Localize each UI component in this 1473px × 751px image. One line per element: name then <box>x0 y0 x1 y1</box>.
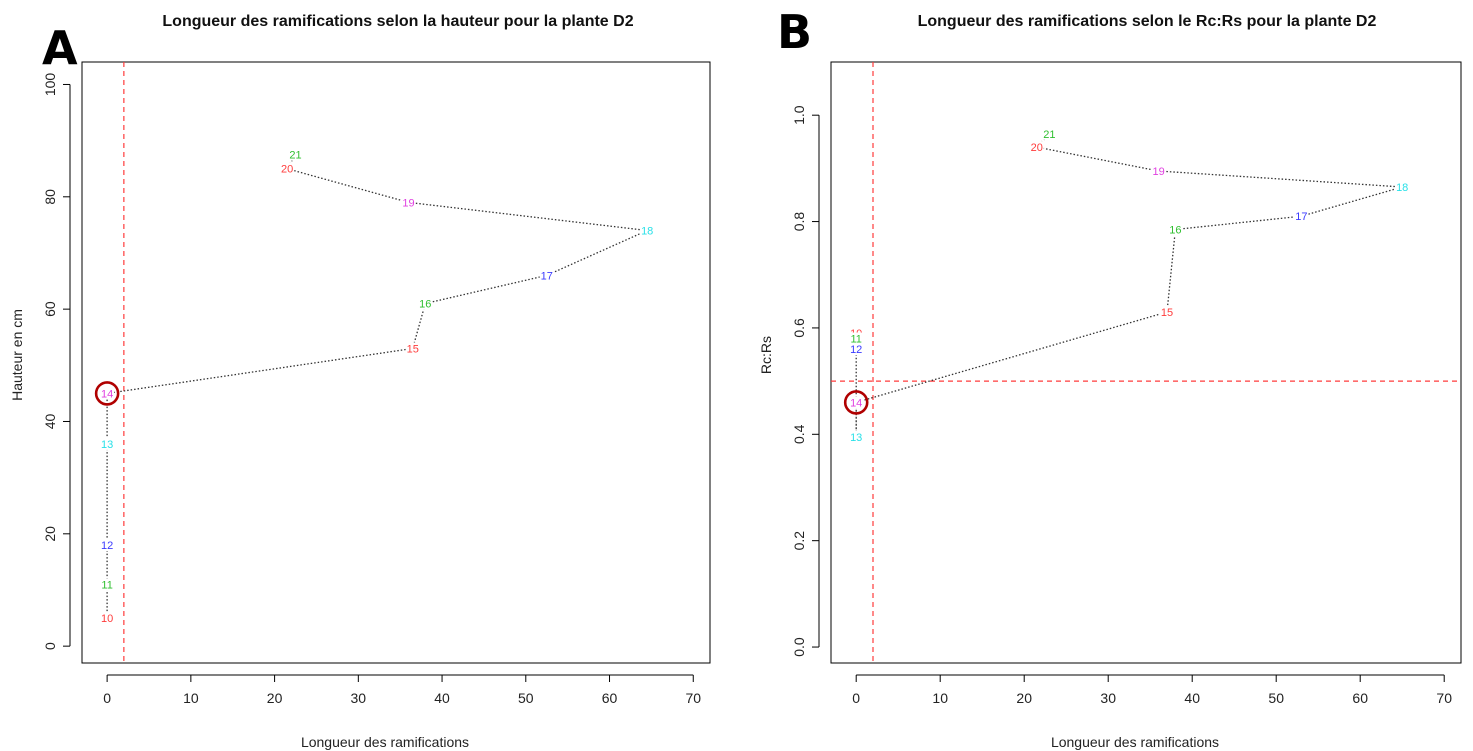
chart-b-point-label-20: 20 <box>1031 142 1043 154</box>
chart-a-point-bg-12 <box>100 539 115 552</box>
chart-a-point-label-20: 20 <box>281 164 293 176</box>
chart-a-y-tick-label-3: 60 <box>42 301 58 317</box>
chart-a-title: Longueur des ramifications selon la haut… <box>162 13 633 30</box>
chart-a-point-bg-13 <box>100 437 115 450</box>
chart-a-xlabel: Longueur des ramifications <box>301 734 469 750</box>
chart-b-point-label-11: 11 <box>850 334 861 346</box>
chart-panel-b: B Longueur des ramifications selon le Rc… <box>737 0 1473 751</box>
chart-b-svg: B Longueur des ramifications selon le Rc… <box>758 5 1462 750</box>
chart-a-point-bg-15 <box>405 342 420 355</box>
chart-a-plot-frame <box>81 61 711 664</box>
chart-b-point-bg-16 <box>1168 223 1183 236</box>
chart-a-point-label-10: 10 <box>101 613 113 625</box>
chart-a-x-tick-label-3: 30 <box>351 690 367 706</box>
chart-a-point-bg-14 <box>100 387 115 400</box>
chart-b-x-tick-label-6: 60 <box>1352 690 1368 706</box>
chart-a-x-tick-label-4: 40 <box>434 690 450 706</box>
chart-a-y-tick-label-5: 100 <box>42 73 58 97</box>
chart-b-y-tick-label-0: 0.0 <box>791 637 807 657</box>
chart-b-point-label-19: 19 <box>1152 166 1164 178</box>
chart-a-point-label-17: 17 <box>541 270 553 282</box>
chart-b-title: Longueur des ramifications selon le Rc:R… <box>918 13 1377 30</box>
chart-a-x-tick-label-5: 50 <box>518 690 534 706</box>
chart-b-point-label-12: 12 <box>850 344 862 356</box>
chart-b-point-label-18: 18 <box>1396 182 1408 194</box>
chart-b-y-tick-label-5: 1.0 <box>791 105 807 125</box>
chart-a-x-tick-label-2: 20 <box>267 690 283 706</box>
chart-a-series-line <box>106 154 650 619</box>
chart-a-point-label-12: 12 <box>101 540 113 552</box>
chart-a-x-tick-label-6: 60 <box>602 690 618 706</box>
chart-a-x-tick-label-0: 0 <box>103 690 111 706</box>
chart-b-point-bg-20 <box>1029 141 1044 154</box>
chart-b-x-tick-label-5: 50 <box>1268 690 1284 706</box>
chart-a-point-bg-18 <box>640 224 655 237</box>
chart-a-point-bg-10 <box>100 612 115 625</box>
chart-b-point-bg-12 <box>849 343 864 356</box>
chart-b-x-tick-label-1: 10 <box>932 690 948 706</box>
chart-b-point-bg-19 <box>1151 165 1166 178</box>
chart-b-point-bg-11 <box>849 332 864 345</box>
chart-a-point-label-13: 13 <box>101 439 113 451</box>
chart-a-x-tick-label-7: 70 <box>685 690 701 706</box>
chart-panel-a: A Longueur des ramifications selon la ha… <box>0 0 736 751</box>
chart-b-point-label-21: 21 <box>1043 129 1055 141</box>
chart-a-point-label-16: 16 <box>419 299 431 311</box>
chart-a-point-bg-19 <box>401 196 416 209</box>
chart-b-point-bg-21 <box>1042 127 1057 140</box>
chart-b-x-tick-label-3: 30 <box>1100 690 1116 706</box>
chart-b-y-tick-label-3: 0.6 <box>791 318 807 338</box>
chart-a-svg: A Longueur des ramifications selon la ha… <box>9 13 711 750</box>
chart-b-point-bg-18 <box>1395 180 1410 193</box>
chart-a-x-tick-label-1: 10 <box>183 690 199 706</box>
chart-b-x-tick-label-0: 0 <box>852 690 860 706</box>
chart-a-ylabel: Hauteur en cm <box>9 309 25 401</box>
chart-b-point-bg-17 <box>1294 210 1309 223</box>
panel-letter-a: A <box>42 21 78 75</box>
chart-b-xlabel: Longueur des ramifications <box>1051 734 1219 750</box>
chart-b-point-bg-14 <box>849 396 864 409</box>
chart-b-point-bg-15 <box>1160 305 1174 318</box>
chart-a-point-label-18: 18 <box>641 226 653 238</box>
chart-a-point-bg-21 <box>288 148 303 161</box>
chart-a-highlight-circle <box>94 381 120 406</box>
chart-b-point-label-14: 14 <box>850 397 862 409</box>
chart-a-y-tick-label-1: 20 <box>42 526 58 542</box>
chart-a-point-label-14: 14 <box>101 388 113 400</box>
chart-a-point-bg-17 <box>539 269 554 282</box>
chart-b-point-bg-13 <box>849 430 864 443</box>
chart-b-plot-frame <box>830 61 1462 664</box>
chart-b-point-label-15: 15 <box>1161 307 1173 319</box>
chart-a-point-label-11: 11 <box>101 579 112 591</box>
chart-b-y-tick-label-2: 0.4 <box>791 424 807 444</box>
chart-a-y-tick-label-0: 0 <box>42 642 58 650</box>
chart-b-series-line <box>855 133 1403 437</box>
chart-a-point-label-19: 19 <box>402 197 414 209</box>
chart-b-point-label-13: 13 <box>850 432 862 444</box>
chart-b-x-tick-label-7: 70 <box>1436 690 1452 706</box>
chart-a-point-label-15: 15 <box>407 343 419 355</box>
chart-b-x-tick-label-4: 40 <box>1184 690 1200 706</box>
chart-a-point-label-21: 21 <box>289 150 301 162</box>
chart-b-y-tick-label-1: 0.2 <box>791 531 807 551</box>
chart-a-y-tick-label-4: 80 <box>42 189 58 205</box>
chart-b-ylabel: Rc:Rs <box>758 336 774 374</box>
chart-a-point-bg-16 <box>418 297 433 310</box>
chart-b-x-tick-label-2: 20 <box>1016 690 1032 706</box>
panel-letter-b: B <box>777 5 812 59</box>
chart-a-point-bg-20 <box>280 162 295 175</box>
chart-a-point-bg-11 <box>100 578 115 591</box>
chart-b-y-tick-label-4: 0.8 <box>791 212 807 232</box>
chart-b-point-label-17: 17 <box>1295 211 1307 223</box>
chart-b-highlight-circle <box>843 390 869 415</box>
chart-b-point-label-16: 16 <box>1169 225 1181 237</box>
chart-a-y-tick-label-2: 40 <box>42 413 58 429</box>
